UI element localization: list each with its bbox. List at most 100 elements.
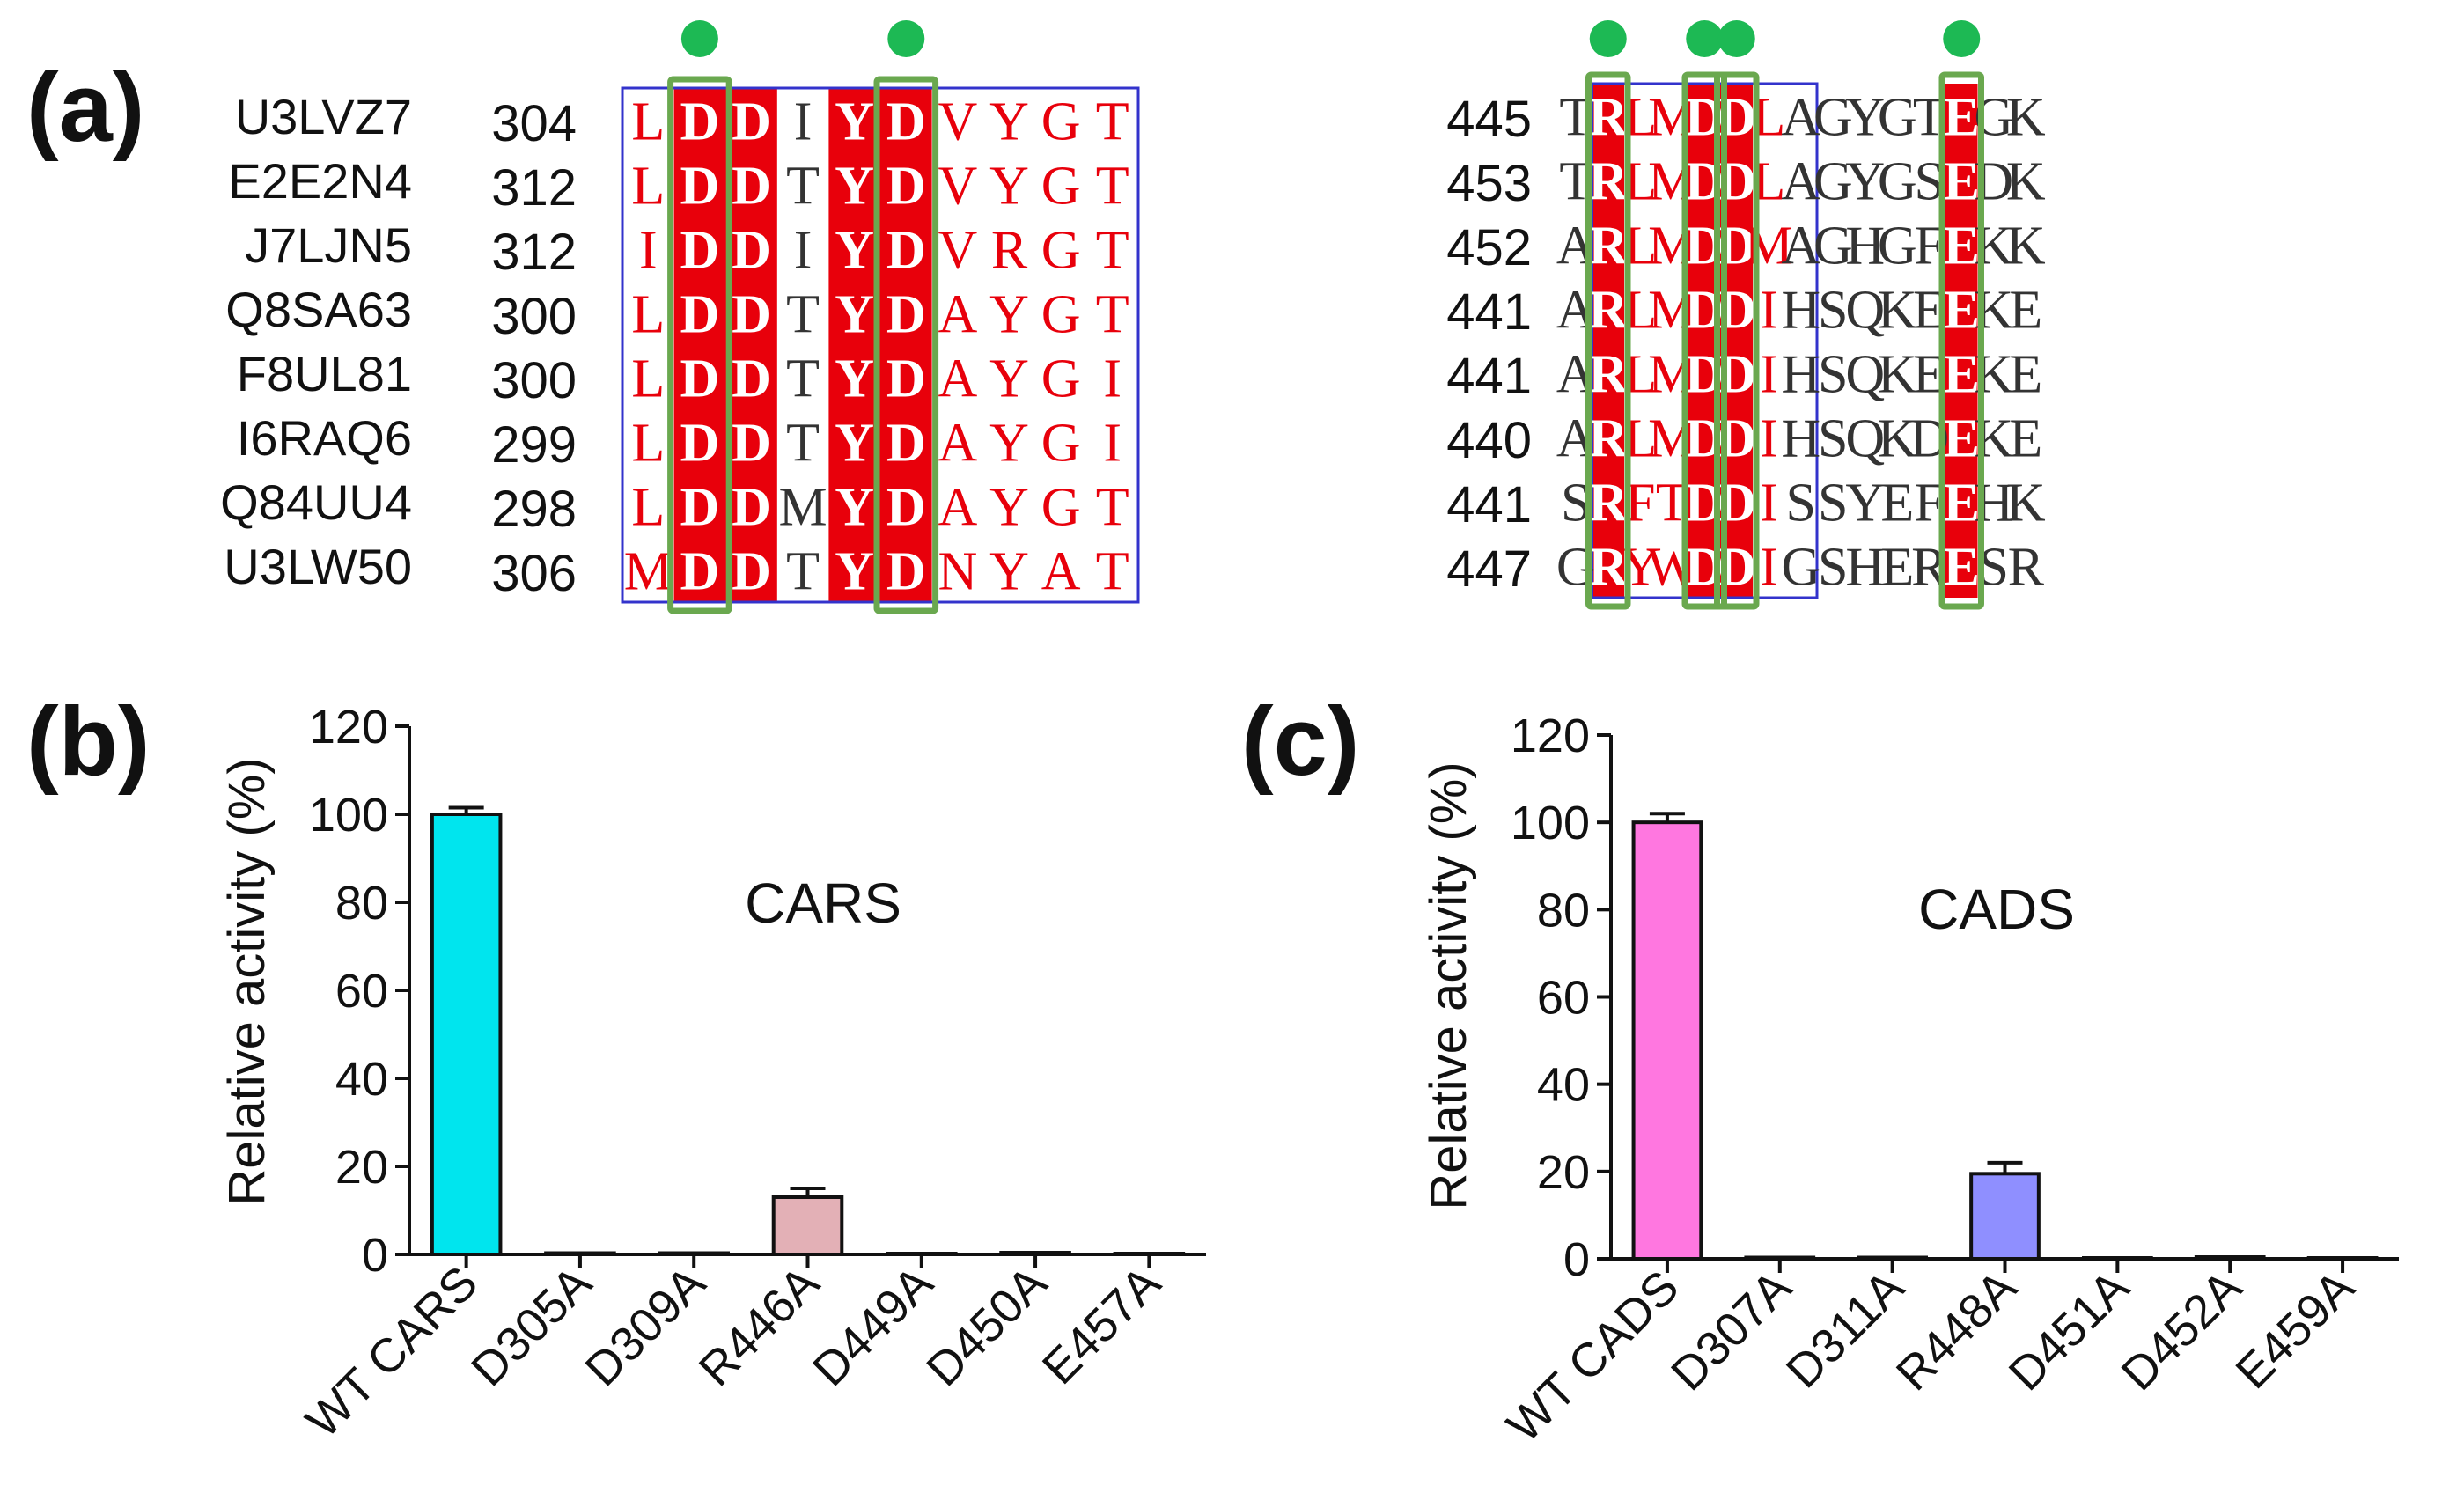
- start-number: 298: [491, 481, 577, 538]
- y-axis-title: Relative activity (%): [218, 757, 276, 1205]
- residue: E: [1944, 87, 1980, 147]
- start-number: 300: [491, 352, 577, 409]
- residue: T: [1096, 156, 1129, 216]
- residue: D: [886, 92, 926, 151]
- residue: H: [1781, 344, 1820, 404]
- bar: [658, 1251, 731, 1256]
- residue: S: [1786, 473, 1816, 533]
- residue: Y: [835, 477, 874, 537]
- residue: T: [1096, 220, 1129, 280]
- residue: M: [1648, 344, 1696, 404]
- residue: R: [1588, 344, 1629, 404]
- start-number: 312: [491, 224, 577, 281]
- seq-id: U3LW50: [224, 539, 412, 594]
- residue: K: [2006, 216, 2046, 276]
- start-number: 445: [1446, 91, 1532, 148]
- residue: E: [1880, 473, 1914, 533]
- bar: [544, 1251, 616, 1256]
- conserved-column: [1688, 84, 1753, 598]
- residue: D: [886, 413, 926, 473]
- highlight-box: [1714, 71, 1760, 610]
- residue: M: [1648, 87, 1696, 147]
- residue: D: [886, 284, 926, 344]
- start-number: 304: [491, 95, 577, 152]
- x-tick-label: D451A: [1999, 1261, 2139, 1401]
- residue: D: [732, 284, 771, 344]
- x-tick-label: E457A: [1033, 1256, 1171, 1394]
- alignment-block-right: TRLMDDLAGYGTEGKTRLMDDLAGYGSEDKARLMDDMAGH…: [1556, 20, 2046, 610]
- seq-id: I6RAQ6: [237, 410, 412, 466]
- residue: E: [1944, 280, 1980, 340]
- residue: R: [1588, 151, 1629, 211]
- bar: [1631, 820, 1703, 1261]
- residue: I: [794, 220, 813, 280]
- residue: T: [1096, 284, 1129, 344]
- residue: Y: [989, 541, 1029, 601]
- active-site-marker: [1686, 20, 1724, 57]
- y-tick-label: 60: [335, 965, 388, 1018]
- residue: I: [1760, 344, 1778, 404]
- residue: E: [1944, 216, 1980, 276]
- active-site-marker: [887, 20, 925, 57]
- residue: D: [732, 413, 771, 473]
- residue: G: [1041, 220, 1081, 280]
- residue: E: [1944, 473, 1980, 533]
- bar: [1857, 1255, 1928, 1261]
- residue: A: [1041, 541, 1081, 601]
- residue: G: [1041, 92, 1081, 151]
- residue: E: [1944, 151, 1980, 211]
- start-number: 312: [491, 159, 577, 217]
- residue: Y: [989, 477, 1029, 537]
- residue: R: [2008, 537, 2045, 597]
- conserved-column: [673, 88, 777, 602]
- x-tick-label: D450A: [916, 1256, 1056, 1396]
- residue: E: [2009, 280, 2042, 340]
- residue: H: [1781, 408, 1820, 468]
- start-number: 440: [1446, 412, 1532, 469]
- residue: I: [1760, 537, 1778, 597]
- residue: A: [938, 413, 978, 473]
- residue: G: [1041, 156, 1081, 216]
- seq-id: E2E2N4: [228, 153, 412, 209]
- x-tick-label: D305A: [461, 1256, 601, 1396]
- x-tick-label: D449A: [803, 1256, 943, 1396]
- residue: D: [886, 349, 926, 408]
- residue: Y: [989, 156, 1029, 216]
- residue: G: [1781, 537, 1820, 597]
- residue: Y: [835, 541, 874, 601]
- start-number: 441: [1446, 348, 1532, 405]
- y-axis-title: Relative activity (%): [1420, 761, 1477, 1210]
- residue: T: [786, 156, 820, 216]
- y-tick-label: 100: [1511, 797, 1590, 849]
- start-number: 453: [1446, 155, 1532, 212]
- active-site-marker: [1589, 20, 1627, 57]
- active-site-marker: [680, 20, 718, 57]
- residue: D: [886, 541, 926, 601]
- residue: S: [1818, 408, 1848, 468]
- seq-id: Q84UU4: [220, 474, 412, 530]
- residue: D: [680, 349, 720, 408]
- residue: N: [938, 541, 978, 601]
- residue: T: [786, 541, 820, 601]
- residue: W: [1646, 537, 1698, 597]
- residue: M: [624, 541, 673, 601]
- residue: A: [1781, 151, 1820, 211]
- panel-label-b: (b): [26, 688, 150, 796]
- residue: D: [680, 541, 720, 601]
- residue: D: [732, 349, 771, 408]
- residue: V: [938, 92, 978, 151]
- highlight-box: [873, 76, 939, 614]
- x-tick-label: D311A: [1776, 1261, 1914, 1398]
- start-number: 441: [1446, 476, 1532, 533]
- start-number: 299: [491, 416, 577, 474]
- residue: D: [732, 220, 771, 280]
- conserved-column: [828, 88, 932, 602]
- y-tick-label: 20: [1537, 1146, 1590, 1199]
- x-tick-label: WT CADS: [1497, 1261, 1689, 1452]
- residue: G: [1813, 87, 1853, 147]
- residue: M: [1648, 151, 1696, 211]
- start-number: 441: [1446, 283, 1532, 341]
- residue: K: [2006, 87, 2046, 147]
- residue: K: [1878, 408, 1917, 468]
